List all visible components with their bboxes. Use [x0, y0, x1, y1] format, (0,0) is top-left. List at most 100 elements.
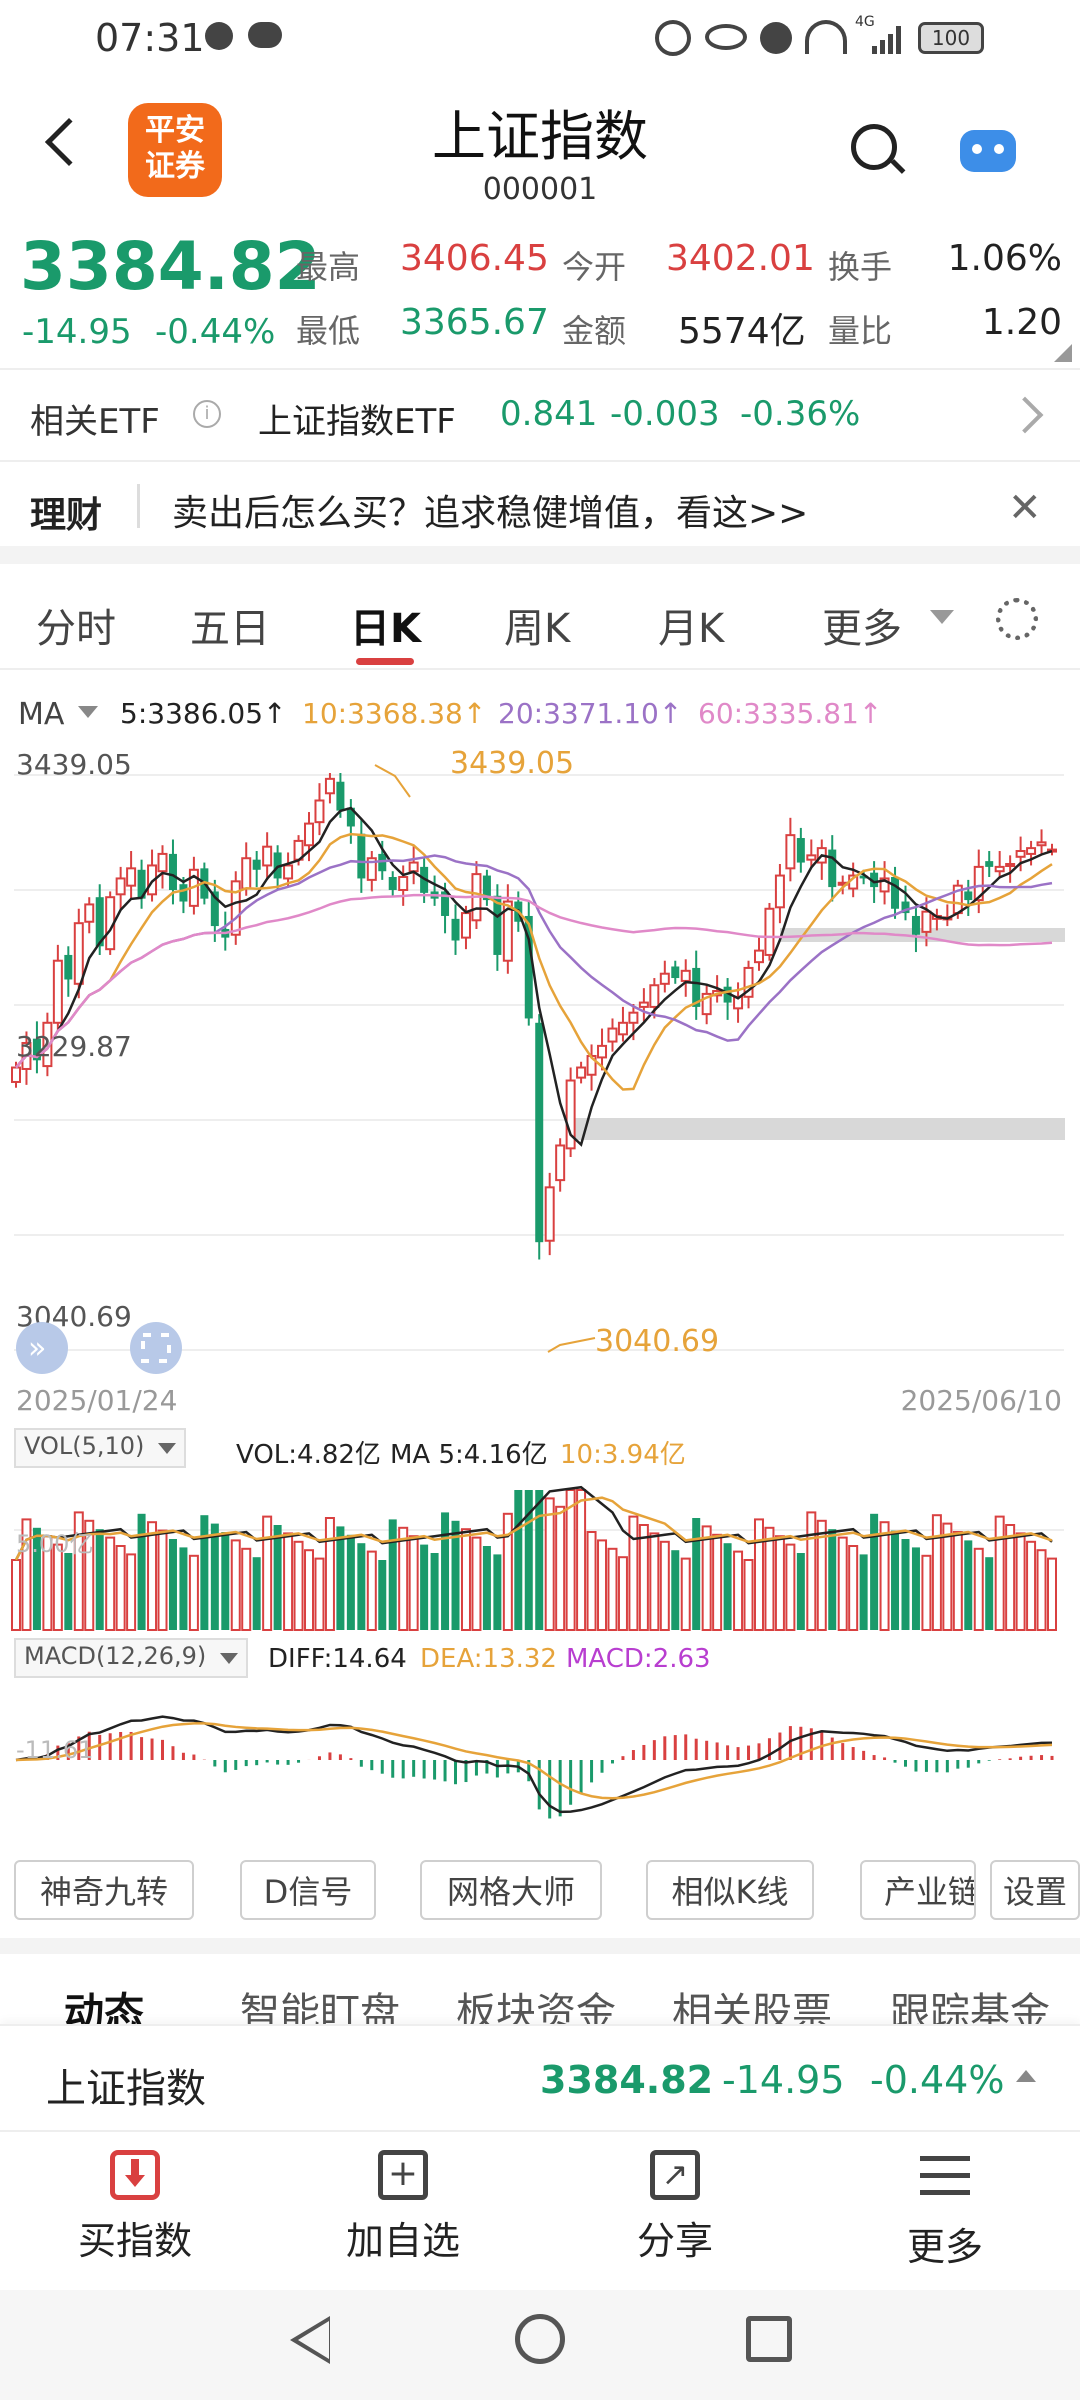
gear-icon[interactable] — [996, 598, 1038, 640]
nav-add-watchlist[interactable]: + 加自选 — [303, 2150, 503, 2265]
volume-indicator-label: VOL(5,10) — [24, 1432, 145, 1460]
fullscreen-glyph — [141, 1333, 171, 1363]
candle — [366, 857, 377, 881]
search-icon[interactable] — [851, 124, 897, 170]
tool-magic-nine[interactable]: 神奇九转 — [14, 1860, 194, 1920]
volume-bar — [430, 1553, 439, 1630]
candle — [42, 1021, 53, 1068]
ma-label[interactable]: MA — [18, 697, 65, 732]
chevron-down-icon — [930, 610, 954, 624]
price-change-pct: -0.44% — [155, 312, 276, 352]
tab-daily-k[interactable]: 日K — [350, 606, 421, 652]
tab-more[interactable]: 更多 — [822, 606, 902, 652]
candle — [901, 901, 910, 914]
volume-ma10-line — [14, 1496, 1053, 1561]
nav-buy-index-label: 买指数 — [77, 2219, 192, 2263]
volume-bar — [200, 1515, 209, 1630]
volume-bar — [21, 1518, 32, 1631]
double-chevron-icon: » — [28, 1331, 46, 1366]
volume-ma5: MA 5:4.16亿 — [390, 1440, 548, 1470]
ma5-line — [15, 806, 1053, 1147]
candle — [994, 865, 1005, 873]
tab-weekly-k[interactable]: 周K — [504, 606, 571, 652]
system-home-icon[interactable] — [515, 2314, 565, 2364]
volume-bar — [597, 1539, 608, 1631]
diff-line — [15, 1715, 1053, 1814]
turnover-label: 换手 — [828, 248, 893, 286]
volume-chart: 5.00亿 — [11, 1485, 1064, 1632]
candle — [357, 833, 366, 879]
nav-share[interactable]: ↗ 分享 — [575, 2150, 775, 2265]
tool-d-signal[interactable]: D信号 — [240, 1860, 376, 1920]
volume-bar — [460, 1528, 471, 1632]
etf-row[interactable]: 相关ETF i 上证指数ETF 0.841 -0.003 -0.36% — [0, 370, 1080, 460]
volume-bar — [870, 1513, 879, 1630]
chevron-down-icon — [158, 1443, 177, 1454]
volume-indicator-select[interactable]: VOL(5,10) — [14, 1428, 187, 1468]
candle — [555, 1144, 566, 1182]
system-recents-icon[interactable] — [746, 2316, 792, 2362]
section-gap — [0, 546, 1080, 564]
candlestick-chart[interactable]: 3439.05 3040.69 3439.05 3229.87 3040.69 … — [0, 740, 1080, 1380]
tab-five-day[interactable]: 五日 — [190, 606, 270, 652]
volume-bar — [514, 1490, 523, 1630]
divider — [137, 484, 140, 528]
candle — [482, 875, 491, 901]
candle — [378, 853, 387, 872]
volume-bar — [565, 1489, 576, 1631]
close-icon[interactable]: ✕ — [1008, 485, 1042, 531]
candle — [723, 986, 732, 1003]
volume-bar — [230, 1539, 241, 1631]
etf-change: -0.003 — [610, 394, 720, 434]
tool-settings[interactable]: 设置 — [990, 1860, 1080, 1920]
volume-bar — [859, 1554, 868, 1630]
dea-line — [15, 1722, 1053, 1800]
message-icon — [248, 22, 282, 48]
tool-industry-chain[interactable]: 产业链 — [860, 1860, 976, 1920]
tool-similar-k[interactable]: 相似K线 — [646, 1860, 814, 1920]
candle — [774, 874, 785, 909]
tab-monthly-k[interactable]: 月K — [658, 606, 725, 652]
candle — [796, 838, 805, 863]
volume-bar — [753, 1518, 764, 1631]
nav-more[interactable]: 更多 — [845, 2150, 1045, 2271]
volume-bar — [723, 1543, 732, 1630]
candle — [168, 853, 177, 890]
tool-grid-master[interactable]: 网格大师 — [420, 1860, 602, 1920]
volume-bar — [942, 1522, 953, 1631]
macd-indicator-select[interactable]: MACD(12,26,9) — [14, 1638, 248, 1678]
bottom-quote-bar[interactable]: 上证指数 3384.82 -14.95 -0.44% — [0, 2024, 1080, 2130]
assistant-robot-icon[interactable] — [960, 130, 1016, 172]
speed-icon — [655, 20, 691, 56]
promo-text[interactable]: 卖出后怎么买？追求稳健增值，看这>> — [172, 493, 809, 534]
volume-bar — [555, 1505, 566, 1631]
volume-bar — [73, 1511, 84, 1631]
candle — [565, 1079, 576, 1150]
candle — [262, 845, 273, 867]
volume-bar — [420, 1544, 429, 1630]
tab-intraday[interactable]: 分时 — [36, 606, 116, 652]
expand-corner-icon[interactable] — [1054, 344, 1072, 362]
volume-bar — [157, 1529, 168, 1631]
ma-dropdown-icon[interactable] — [78, 706, 98, 718]
chevron-up-icon[interactable] — [1016, 2070, 1036, 2082]
candle — [524, 915, 533, 1019]
volume-bar — [11, 1559, 21, 1631]
candle — [879, 877, 890, 893]
candle — [137, 869, 146, 899]
volume-bar — [324, 1517, 335, 1631]
volume-bar — [848, 1545, 859, 1631]
candle — [210, 891, 219, 927]
macd-indicator-label: MACD(12,26,9) — [24, 1642, 207, 1670]
etf-label: 相关ETF — [30, 402, 160, 442]
volume-bar — [1015, 1532, 1026, 1631]
candle — [964, 891, 973, 901]
candle — [617, 1021, 628, 1036]
nav-share-label: 分享 — [636, 2219, 713, 2263]
scroll-left-icon — [16, 1322, 68, 1374]
nav-buy-index[interactable]: 买指数 — [35, 2150, 235, 2265]
candle — [1036, 841, 1047, 847]
fullscreen-icon — [130, 1322, 182, 1374]
info-icon[interactable]: i — [193, 400, 221, 428]
volume-bar — [502, 1512, 513, 1631]
